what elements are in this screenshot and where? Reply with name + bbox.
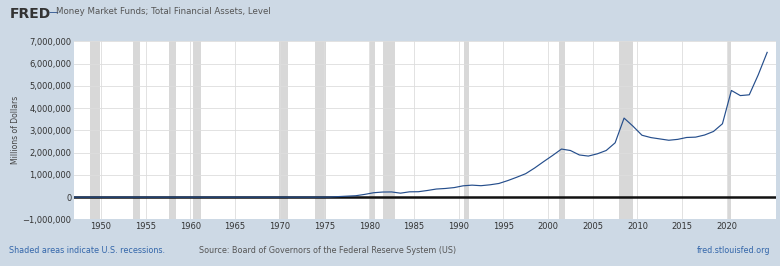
Text: Source: Board of Governors of the Federal Reserve System (US): Source: Board of Governors of the Federa… <box>199 246 456 255</box>
Text: FRED: FRED <box>9 7 51 21</box>
Bar <box>464 41 469 219</box>
Bar <box>370 41 375 219</box>
Bar <box>383 41 395 219</box>
Text: —: — <box>48 7 58 17</box>
Bar <box>619 41 633 219</box>
Text: Money Market Funds; Total Financial Assets, Level: Money Market Funds; Total Financial Asse… <box>56 7 271 16</box>
Text: fred.stlouisfed.org: fred.stlouisfed.org <box>697 246 771 255</box>
Bar <box>279 41 288 219</box>
Text: Shaded areas indicate U.S. recessions.: Shaded areas indicate U.S. recessions. <box>9 246 165 255</box>
Bar <box>315 41 326 219</box>
Y-axis label: Millions of Dollars: Millions of Dollars <box>11 96 20 164</box>
Bar <box>133 41 140 219</box>
Bar <box>558 41 566 219</box>
Bar <box>193 41 200 219</box>
Bar <box>168 41 176 219</box>
Bar <box>728 41 731 219</box>
Bar <box>90 41 100 219</box>
